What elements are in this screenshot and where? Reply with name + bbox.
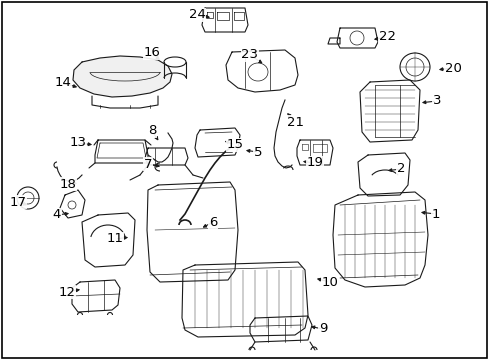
Text: 19: 19 [306, 157, 323, 170]
Text: 15: 15 [226, 139, 243, 152]
Text: 24: 24 [188, 9, 205, 22]
Text: 18: 18 [60, 177, 76, 190]
Text: 3: 3 [432, 94, 440, 108]
Text: 7: 7 [143, 158, 152, 171]
Text: 14: 14 [55, 77, 71, 90]
Text: 13: 13 [69, 136, 86, 149]
Text: 8: 8 [147, 125, 156, 138]
Text: 17: 17 [9, 195, 26, 208]
Text: 23: 23 [241, 49, 258, 62]
Text: 21: 21 [287, 116, 304, 129]
Text: 22: 22 [378, 31, 395, 44]
Text: 6: 6 [208, 216, 217, 229]
Text: 2: 2 [396, 162, 405, 175]
Text: 11: 11 [106, 233, 123, 246]
Text: 9: 9 [318, 323, 326, 336]
Text: 12: 12 [59, 285, 75, 298]
Text: 5: 5 [253, 145, 262, 158]
Text: 10: 10 [321, 275, 338, 288]
Text: 20: 20 [444, 62, 461, 75]
Text: 4: 4 [53, 208, 61, 221]
Polygon shape [73, 56, 172, 97]
Text: 1: 1 [431, 207, 439, 220]
Text: 16: 16 [143, 46, 160, 59]
